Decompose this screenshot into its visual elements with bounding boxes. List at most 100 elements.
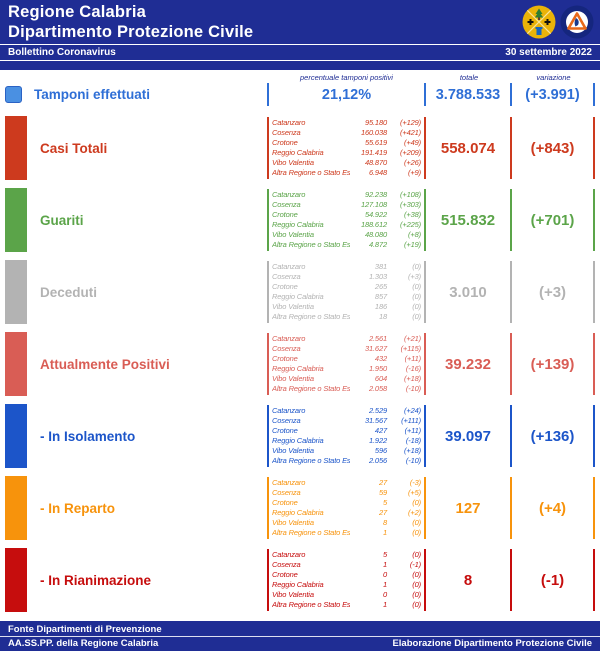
province-line: Catanzaro 2.561 (+21) (272, 334, 421, 344)
row-total-cell: 3.010 (426, 261, 512, 323)
province-delta: (0) (412, 312, 421, 321)
province-breakdown: Catanzaro 381 (0) Cosenza 1.303 (+3) Crotone 26… (267, 261, 426, 323)
province-delta: (+303) (400, 200, 421, 209)
footer: Fonte Dipartimenti di Prevenzione AA.SS.… (0, 621, 600, 651)
province-line: Vibo Valentia 186 (0) (272, 302, 421, 312)
province-line: Altra Regione o Stato Estero 2.056 (-10) (272, 456, 421, 466)
province-delta: (+209) (400, 148, 421, 157)
province-name: Altra Regione o Stato Estero (272, 600, 350, 609)
province-value: 1.950 (368, 364, 387, 373)
header-spacer-band (0, 61, 600, 70)
row-variation: (+843) (530, 139, 575, 157)
province-line: Crotone 5 (0) (272, 498, 421, 508)
province-value: 186 (374, 302, 387, 311)
province-value: 604 (374, 374, 387, 383)
province-name: Vibo Valentia (272, 518, 314, 527)
province-name: Catanzaro (272, 190, 306, 199)
row-attualmente-positivi: Attualmente Positivi Catanzaro 2.561 (+21)… (0, 328, 600, 400)
row-total-cell: 127 (426, 477, 512, 539)
row-color-bar (5, 548, 27, 612)
province-value: 427 (374, 426, 387, 435)
row-total-cell: 39.097 (426, 405, 512, 467)
province-name: Reggio Calabria (272, 436, 324, 445)
province-delta: (0) (412, 580, 421, 589)
province-value: 8 (382, 518, 387, 527)
province-name: Reggio Calabria (272, 580, 324, 589)
row-in-isolamento: - In Isolamento Catanzaro 2.529 (+24) Cosen… (0, 400, 600, 472)
row-variation: (+139) (530, 355, 575, 373)
page-title: Regione Calabria (8, 3, 146, 21)
province-value: 265 (374, 282, 387, 291)
province-delta: (+225) (400, 220, 421, 229)
province-value: 31.567 (364, 416, 387, 425)
province-line: Altra Regione o Stato Estero 6.948 (+9) (272, 168, 421, 178)
province-line: Catanzaro 2.529 (+24) (272, 406, 421, 416)
province-line: Crotone 432 (+11) (272, 354, 421, 364)
province-line: Cosenza 31.567 (+111) (272, 416, 421, 426)
province-value: 27 (378, 478, 387, 487)
province-line: Altra Regione o Stato Estero 18 (0) (272, 312, 421, 322)
province-delta: (+108) (400, 190, 421, 199)
province-line: Catanzaro 92.238 (+108) (272, 190, 421, 200)
province-name: Reggio Calabria (272, 148, 324, 157)
province-line: Altra Regione o Stato Estero 1 (0) (272, 528, 421, 538)
province-delta: (+3) (408, 272, 421, 281)
row-variation-cell: (+701) (512, 189, 595, 251)
province-delta: (+5) (408, 488, 421, 497)
province-value: 2.058 (368, 384, 387, 393)
row-variation: (-1) (540, 571, 565, 589)
protezione-civile-emblem-icon (560, 5, 594, 39)
province-name: Cosenza (272, 200, 301, 209)
province-line: Crotone 54.922 (+38) (272, 210, 421, 220)
province-line: Vibo Valentia 8 (0) (272, 518, 421, 528)
row-color-bar (5, 116, 27, 180)
bulletin-body: percentuale tamponi positivi totale vari… (0, 70, 600, 621)
column-headers: percentuale tamponi positivi totale vari… (267, 72, 600, 82)
province-line: Vibo Valentia 596 (+18) (272, 446, 421, 456)
province-delta: (+26) (404, 158, 421, 167)
province-name: Reggio Calabria (272, 292, 324, 301)
row-color-bar (5, 476, 27, 540)
row-total-cell: 8 (426, 549, 512, 611)
province-value: 1 (382, 580, 387, 589)
province-name: Vibo Valentia (272, 302, 314, 311)
row-variation-cell: (-1) (512, 549, 595, 611)
row-guariti: Guariti Catanzaro 92.238 (+108) Cosenza 127.… (0, 184, 600, 256)
row-label: Guariti (40, 212, 84, 228)
province-value: 6.948 (368, 168, 387, 177)
province-value: 27 (378, 508, 387, 517)
province-name: Cosenza (272, 272, 301, 281)
row-label: Attualmente Positivi (40, 356, 170, 372)
province-value: 5 (382, 498, 387, 507)
province-name: Crotone (272, 138, 298, 147)
province-delta: (+19) (404, 240, 421, 249)
row-label: - In Reparto (40, 500, 116, 516)
row-color-bar (5, 188, 27, 252)
province-value: 95.180 (364, 118, 387, 127)
province-name: Altra Regione o Stato Estero (272, 456, 350, 465)
row-variation-cell: (+139) (512, 333, 595, 395)
row-total: 39.232 (445, 355, 491, 373)
province-name: Cosenza (272, 128, 301, 137)
row-variation: (+3) (538, 283, 567, 301)
province-delta: (+111) (401, 416, 421, 425)
province-delta: (0) (412, 302, 421, 311)
province-name: Reggio Calabria (272, 220, 324, 229)
row-label: Casi Totali (40, 140, 108, 156)
province-line: Crotone 0 (0) (272, 570, 421, 580)
province-delta: (+421) (400, 128, 421, 137)
province-value: 596 (374, 446, 387, 455)
header-titles: Regione Calabria Dipartimento Protezione… (8, 2, 253, 42)
province-delta: (+38) (404, 210, 421, 219)
province-value: 92.238 (364, 190, 387, 199)
row-total: 515.832 (440, 211, 496, 229)
province-value: 188.612 (360, 220, 387, 229)
province-name: Crotone (272, 570, 298, 579)
province-value: 1.303 (368, 272, 387, 281)
province-value: 432 (374, 354, 387, 363)
row-variation: (+136) (530, 427, 575, 445)
province-name: Vibo Valentia (272, 590, 314, 599)
province-line: Cosenza 127.108 (+303) (272, 200, 421, 210)
province-line: Vibo Valentia 48.080 (+8) (272, 230, 421, 240)
province-delta: (-1) (409, 560, 421, 569)
